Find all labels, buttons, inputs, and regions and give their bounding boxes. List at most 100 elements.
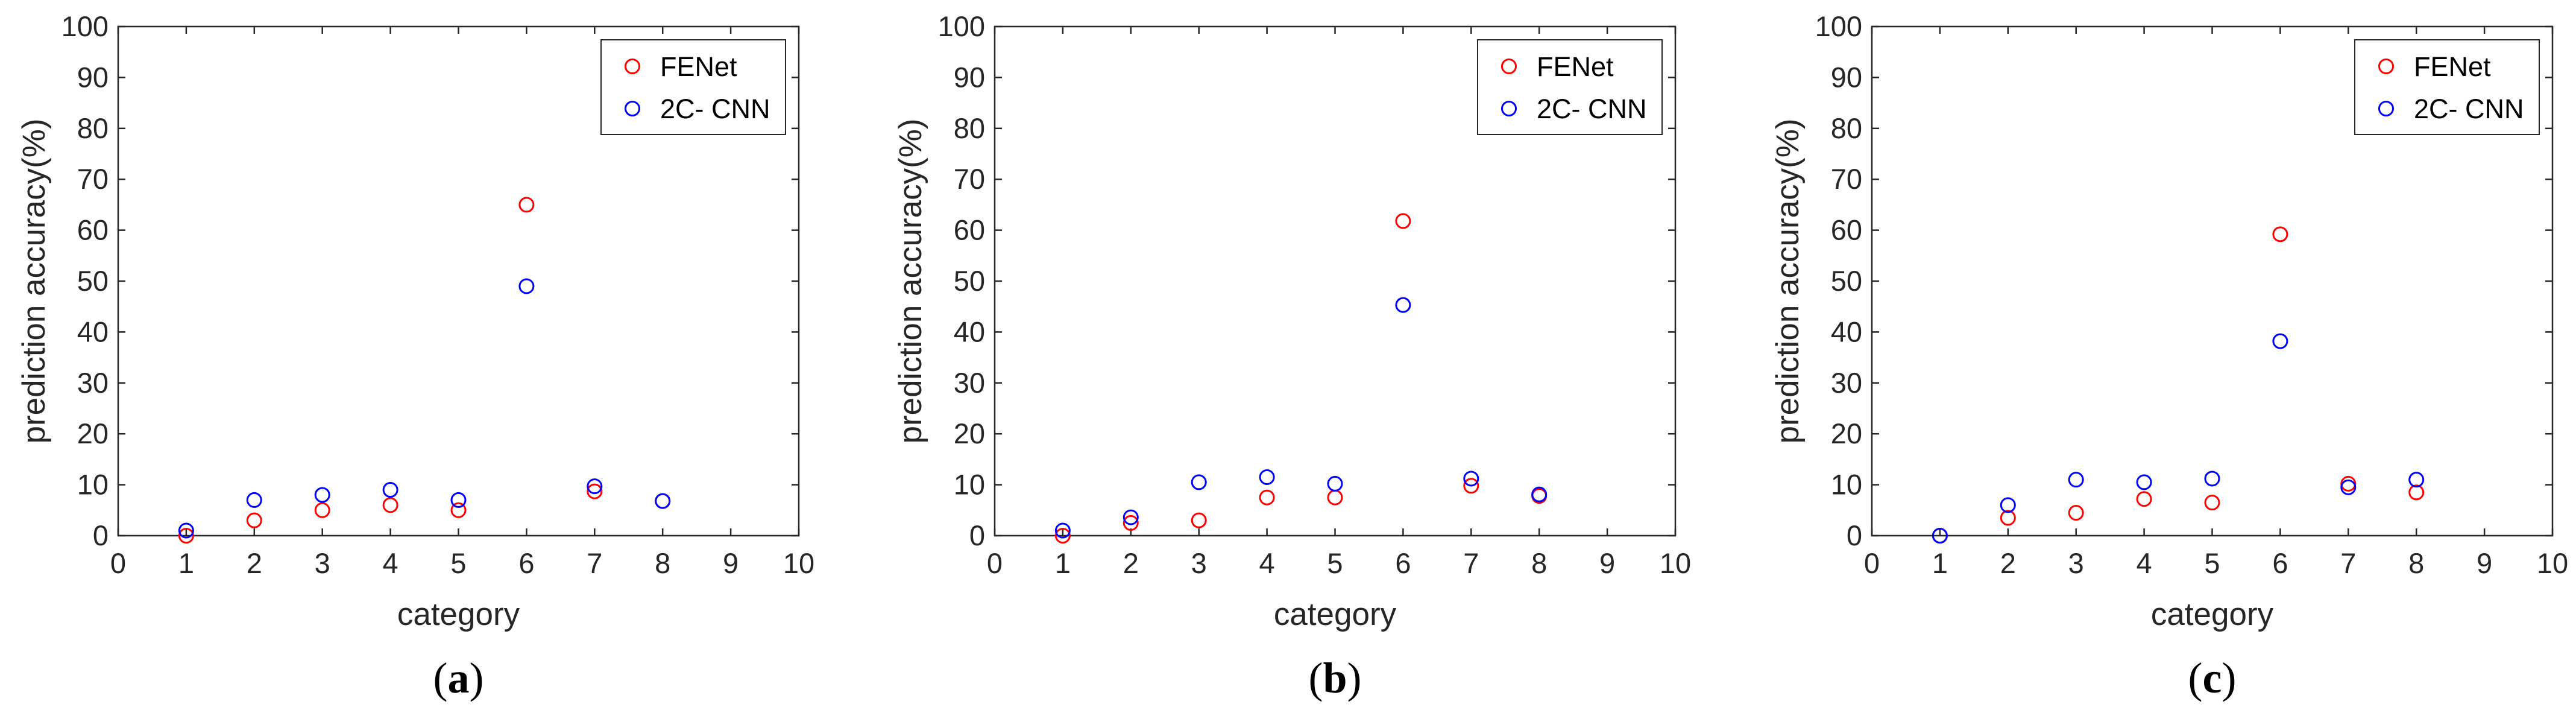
y-tick-label: 60 (1831, 214, 1862, 246)
x-tick-label: 4 (1259, 547, 1275, 579)
cnn-point-cat-2 (246, 492, 262, 508)
y-tick-label: 10 (954, 469, 985, 501)
cnn-point-cat-2 (2000, 497, 2016, 513)
y-tick-label: 20 (954, 417, 985, 449)
x-tick-label: 6 (1395, 547, 1411, 579)
y-axis-label: prediction accuracy(%) (1770, 118, 1806, 443)
fenet-point-cat-3 (2068, 505, 2084, 521)
y-tick-label: 70 (77, 163, 109, 195)
cnn-point-cat-4 (382, 482, 398, 498)
fenet-point-cat-1 (1054, 528, 1071, 544)
x-tick-label: 1 (1932, 547, 1948, 579)
legend-marker-cnn (2378, 101, 2394, 116)
cnn-point-cat-4 (2136, 474, 2152, 490)
x-tick-label: 10 (783, 547, 814, 579)
y-tick-label: 40 (1831, 315, 1862, 347)
x-tick-label: 7 (587, 547, 602, 579)
cnn-point-cat-5 (450, 492, 467, 508)
cnn-point-cat-4 (1259, 469, 1275, 485)
legend-label-fenet: FENet (1537, 51, 1614, 82)
caption-open-paren: ( (1308, 654, 1323, 702)
caption-close-paren: ) (470, 654, 484, 702)
legend-label-fenet: FENet (660, 51, 737, 82)
cnn-point-cat-6 (518, 278, 535, 294)
y-tick-label: 10 (1831, 469, 1862, 501)
fenet-point-cat-2 (1123, 515, 1139, 531)
y-tick-label: 60 (77, 214, 109, 246)
y-axis-label: prediction accuracy(%) (16, 118, 52, 443)
fenet-point-cat-3 (1191, 512, 1207, 528)
cnn-point-cat-3 (314, 487, 330, 503)
y-axis-label: prediction accuracy(%) (893, 118, 928, 443)
y-tick-label: 80 (954, 112, 985, 144)
x-tick-label: 9 (723, 547, 738, 579)
y-tick-label: 80 (1831, 112, 1862, 144)
legend-box (600, 39, 786, 135)
fenet-point-cat-6 (1395, 213, 1411, 229)
legend: FENet 2C- CNN (1477, 39, 1663, 135)
cnn-point-cat-7 (587, 478, 603, 495)
fenet-point-cat-2 (2000, 510, 2016, 526)
cnn-point-cat-3 (1191, 474, 1207, 490)
cnn-point-cat-1 (1932, 528, 1948, 544)
y-tick-label: 70 (1831, 163, 1862, 195)
fenet-point-cat-4 (2136, 491, 2152, 507)
cnn-point-cat-7 (1463, 471, 1479, 487)
legend-label-fenet: FENet (2414, 51, 2491, 82)
y-tick-label: 100 (938, 10, 985, 42)
x-axis-label: category (2151, 597, 2274, 632)
cnn-point-cat-2 (1123, 509, 1139, 525)
fenet-point-cat-1 (178, 528, 194, 544)
x-tick-label: 6 (518, 547, 534, 579)
legend: FENet 2C- CNN (600, 39, 786, 135)
legend-label-cnn: 2C- CNN (1537, 94, 1647, 124)
fenet-point-cat-7 (1463, 478, 1479, 494)
panel-caption: (c) (2188, 654, 2237, 702)
x-tick-label: 1 (178, 547, 194, 579)
y-tick-label: 20 (1831, 417, 1862, 449)
x-tick-label: 2 (247, 547, 262, 579)
fenet-point-cat-5 (450, 502, 467, 518)
x-tick-label: 9 (2477, 547, 2492, 579)
y-tick-label: 30 (77, 367, 109, 399)
y-tick-label: 90 (77, 61, 109, 93)
panel-caption: (b) (1308, 654, 1361, 702)
y-tick-label: 20 (77, 417, 109, 449)
x-tick-label: 0 (1864, 547, 1880, 579)
x-tick-label: 7 (1463, 547, 1479, 579)
fenet-point-cat-4 (1259, 489, 1275, 506)
caption-letter: c (2203, 654, 2222, 702)
x-tick-label: 1 (1055, 547, 1071, 579)
x-tick-label: 5 (2204, 547, 2220, 579)
caption-letter: b (1323, 654, 1347, 702)
fenet-point-cat-6 (2272, 226, 2288, 242)
y-tick-label: 40 (954, 315, 985, 347)
caption-close-paren: ) (2222, 654, 2236, 702)
y-tick-label: 90 (1831, 61, 1862, 93)
x-tick-label: 7 (2340, 547, 2356, 579)
x-tick-label: 10 (1660, 547, 1691, 579)
y-tick-label: 40 (77, 315, 109, 347)
legend-marker-fenet (625, 59, 640, 74)
fenet-point-cat-5 (1327, 489, 1343, 506)
chart-panel-c: 0 10 20 30 40 50 60 70 80 90 100 0 1 2 3 4 5 6 7 8 9 10 catego… (1770, 10, 2568, 702)
legend-label-cnn: 2C- CNN (660, 94, 770, 124)
fenet-point-cat-4 (382, 497, 398, 513)
cnn-point-cat-1 (1054, 522, 1071, 539)
x-axis-label: category (397, 597, 520, 632)
caption-open-paren: ( (2188, 654, 2203, 702)
legend-marker-cnn (1501, 101, 1517, 116)
cnn-point-cat-8 (655, 493, 671, 509)
x-tick-label: 0 (987, 547, 1003, 579)
x-tick-label: 3 (2068, 547, 2084, 579)
x-tick-label: 10 (2537, 547, 2568, 579)
fenet-point-cat-3 (314, 502, 330, 518)
fenet-point-cat-8 (2408, 484, 2425, 501)
fenet-point-cat-6 (518, 197, 535, 213)
cnn-point-cat-8 (2408, 472, 2425, 488)
x-tick-label: 3 (1191, 547, 1207, 579)
legend: FENet 2C- CNN (2354, 39, 2540, 135)
y-tick-label: 60 (954, 214, 985, 246)
x-tick-label: 8 (1531, 547, 1547, 579)
legend-box (2354, 39, 2540, 135)
